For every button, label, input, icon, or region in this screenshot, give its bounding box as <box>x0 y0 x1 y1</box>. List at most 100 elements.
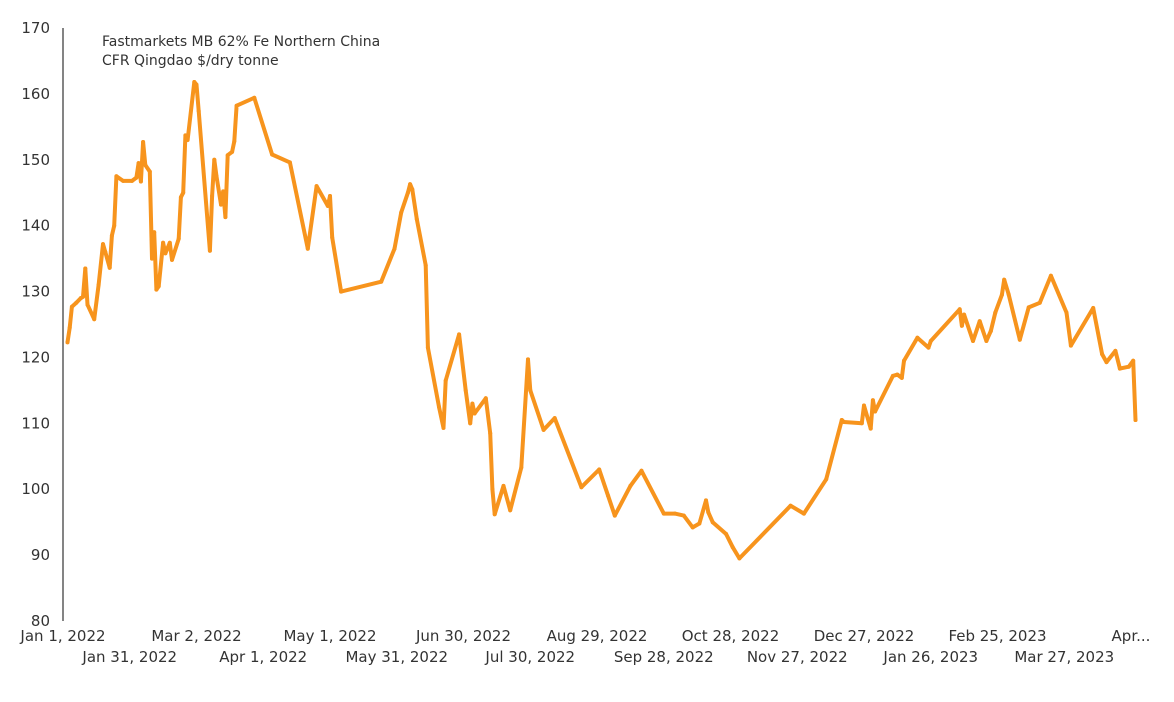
data-point <box>423 263 428 268</box>
data-point <box>541 427 546 432</box>
data-point <box>472 411 477 416</box>
chart-annotation: Fastmarkets MB 62% Fe Northern China CFR… <box>102 34 380 69</box>
data-point <box>101 242 105 247</box>
y-tick-label: 140 <box>21 217 50 235</box>
data-point <box>192 80 197 84</box>
data-point <box>959 323 964 328</box>
data-point <box>65 340 70 345</box>
data-point <box>724 532 729 536</box>
x-tick-label: Apr 1, 2022 <box>219 648 307 666</box>
data-point <box>69 304 74 309</box>
data-point <box>314 184 319 189</box>
x-tick-label: Feb 25, 2023 <box>948 627 1046 645</box>
data-point <box>81 294 85 299</box>
data-point <box>463 388 468 393</box>
data-point <box>1091 306 1096 310</box>
data-point <box>999 292 1004 297</box>
data-point <box>508 508 513 513</box>
data-point <box>74 300 79 305</box>
data-point <box>579 485 584 490</box>
data-point <box>328 194 332 198</box>
data-point <box>223 215 228 220</box>
data-point <box>170 257 174 262</box>
data-point <box>85 302 90 307</box>
data-point <box>890 373 895 378</box>
data-point <box>1064 310 1069 315</box>
data-point <box>234 103 239 108</box>
data-point <box>181 190 186 195</box>
y-tick-label: 120 <box>21 348 50 366</box>
data-point <box>136 161 141 166</box>
data-point <box>252 95 257 100</box>
data-point <box>399 210 404 215</box>
data-point <box>185 138 190 142</box>
data-point <box>443 378 448 383</box>
data-point <box>92 317 97 322</box>
data-point <box>141 140 146 144</box>
data-point <box>221 189 226 194</box>
data-point <box>501 483 506 488</box>
data-point <box>862 403 866 408</box>
data-point <box>325 203 330 208</box>
data-point <box>152 230 157 235</box>
data-point <box>1126 364 1131 369</box>
data-point <box>597 467 602 472</box>
series-layer <box>65 80 1138 561</box>
y-tick-label: 170 <box>21 19 50 37</box>
data-point <box>379 279 384 284</box>
data-point <box>710 520 715 525</box>
data-point <box>96 283 101 287</box>
data-point <box>163 251 168 256</box>
data-point <box>977 319 982 324</box>
data-point <box>801 511 806 516</box>
data-point <box>661 511 666 516</box>
data-point <box>1068 343 1073 348</box>
data-point <box>1006 292 1011 297</box>
x-tick-label: May 1, 2022 <box>283 627 376 645</box>
x-tick-label: Aug 29, 2022 <box>547 627 648 645</box>
data-point <box>1131 358 1136 363</box>
data-point <box>150 256 154 261</box>
data-point <box>1002 277 1007 282</box>
data-point <box>392 246 397 251</box>
y-tick-label: 80 <box>31 612 50 630</box>
data-point <box>287 160 292 165</box>
data-point <box>107 265 112 270</box>
data-point <box>902 358 906 363</box>
data-point <box>457 332 462 337</box>
data-point <box>138 179 143 184</box>
x-tick-label: Mar 27, 2023 <box>1014 648 1114 666</box>
data-point <box>824 477 829 482</box>
data-point <box>232 139 237 144</box>
data-point <box>1037 300 1042 305</box>
data-point <box>330 235 335 240</box>
data-point <box>1113 348 1118 353</box>
x-tick-label: Jan 26, 2023 <box>882 648 978 666</box>
data-point <box>672 511 677 516</box>
data-point <box>1026 305 1031 310</box>
data-point <box>704 498 708 503</box>
data-point <box>112 223 117 228</box>
y-tick-label: 100 <box>21 480 50 498</box>
data-point <box>410 187 415 192</box>
data-point <box>730 545 735 550</box>
data-point <box>183 133 188 138</box>
data-point <box>161 240 166 245</box>
data-point <box>984 339 989 343</box>
x-tick-label: Jan 1, 2022 <box>19 627 105 645</box>
data-point <box>143 163 148 167</box>
data-point <box>606 493 611 498</box>
x-tick-label: Mar 2, 2022 <box>151 627 241 645</box>
data-point <box>681 513 686 518</box>
annotation-line-1: Fastmarkets MB 62% Fe Northern China <box>102 34 380 50</box>
data-point <box>842 420 846 424</box>
data-point <box>928 339 933 343</box>
y-tick-label: 110 <box>21 414 50 432</box>
data-point <box>519 465 524 470</box>
data-point <box>230 149 235 154</box>
x-tick-label: Oct 28, 2022 <box>682 627 780 645</box>
data-point <box>1048 273 1053 278</box>
data-point <box>437 404 441 409</box>
data-point <box>339 289 344 294</box>
